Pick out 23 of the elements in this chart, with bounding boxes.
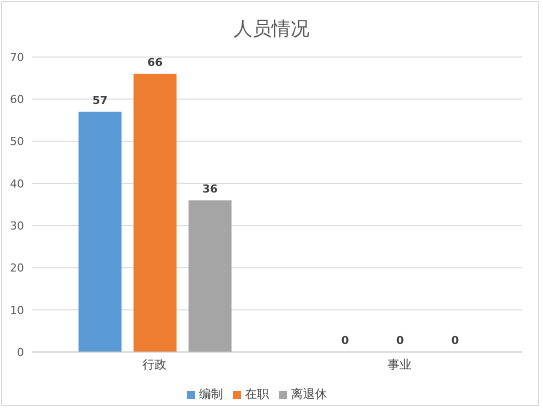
x-tick-label: 事业	[388, 358, 412, 372]
y-tick-label: 0	[17, 346, 24, 359]
x-tick-label: 行政	[142, 358, 166, 372]
y-tick-label: 70	[10, 50, 24, 64]
bar	[134, 74, 177, 352]
data-label: 57	[92, 94, 108, 107]
y-tick-label: 10	[10, 304, 24, 317]
chart-title: 人员情况	[232, 17, 310, 42]
legend-label: 离退休	[291, 387, 327, 401]
data-label: 0	[341, 334, 350, 347]
data-label: 0	[396, 334, 404, 347]
bar	[78, 112, 122, 352]
legend-label: 在职	[245, 387, 269, 401]
legend-label: 编制	[199, 387, 223, 401]
y-tick-label: 20	[10, 262, 24, 275]
y-tick-label: 30	[10, 219, 24, 232]
bar	[188, 200, 232, 352]
data-label: 0	[451, 334, 460, 347]
y-tick-label: 60	[10, 93, 24, 106]
y-tick-label: 40	[10, 177, 24, 190]
data-label: 36	[202, 182, 218, 196]
y-tick-label: 50	[10, 135, 24, 148]
data-label: 66	[147, 56, 164, 69]
